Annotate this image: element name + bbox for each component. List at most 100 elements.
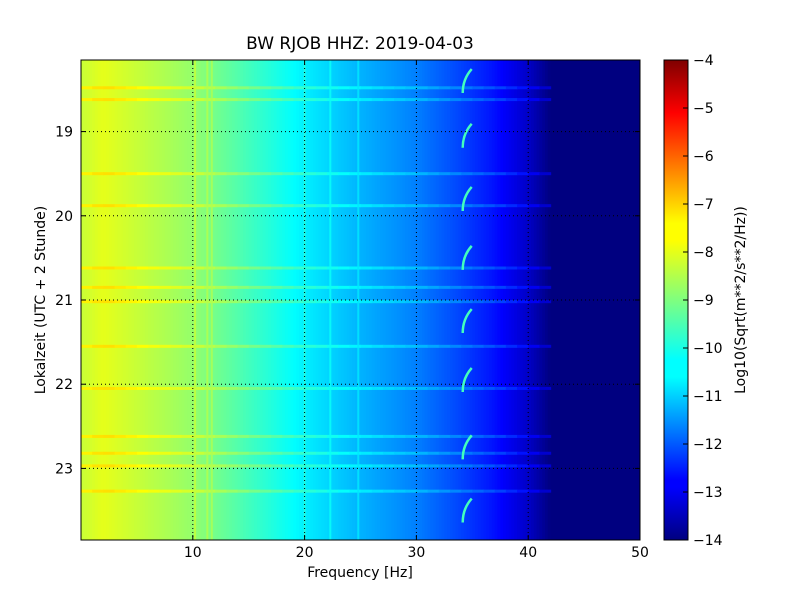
spectrogram-column [329,60,334,540]
spectrogram-band [170,98,183,102]
spectrogram-column [561,60,566,540]
spectrogram-band [349,86,362,90]
spectrogram-band [248,386,261,390]
spectrogram-band [103,172,116,176]
spectrogram-band [136,98,149,102]
spectrogram-band [159,386,172,390]
spectrogram-band [203,451,216,455]
spectrogram-band [349,98,362,102]
spectrogram-band [382,386,395,390]
spectrogram-band [148,86,160,90]
spectrogram-band [125,86,138,90]
spectrogram-band [539,300,552,304]
spectrogram-band [237,204,250,208]
spectrogram-band [215,451,227,455]
spectrogram-band [81,266,93,270]
spectrogram-bands [81,86,552,493]
spectrogram-band [192,489,205,493]
spectrogram-band [494,300,507,304]
spectrogram-band [528,300,540,304]
spectrogram-band [528,285,540,289]
spectrogram-column [125,60,130,540]
spectrogram-band [103,344,116,348]
spectrogram-band [461,300,473,304]
spectrogram-band [293,451,306,455]
spectrogram-band [338,344,350,348]
spectrogram-band [304,172,317,176]
spectrogram-column [338,60,342,540]
x-tick-label: 50 [631,545,649,561]
spectrogram-column [321,60,325,540]
spectrogram-column [550,60,554,540]
spectrogram-band [394,285,406,289]
spectrogram-column [164,60,169,540]
spectrogram-band [125,386,138,390]
spectrogram-band [148,300,160,304]
spectrogram-band [148,451,160,455]
spectrogram-band [449,451,462,455]
spectrogram-column [564,60,568,540]
y-tick-label: 20 [55,209,73,225]
spectrogram-band [136,300,149,304]
spectrogram-band [505,204,518,208]
spectrogram-band [371,98,384,102]
spectrogram-band [293,434,306,438]
spectrogram-band [528,266,540,270]
spectrogram-band [203,489,216,493]
spectrogram-band [438,204,451,208]
spectrogram-band [237,344,250,348]
spectrogram-band [81,172,93,176]
spectrogram-band [92,204,104,208]
spectrogram-band [293,266,306,270]
spectrogram-band [170,344,183,348]
spectrogram-band [338,285,350,289]
spectrogram-band [517,386,529,390]
spectrogram-band [192,300,205,304]
spectrogram-band [248,172,261,176]
spectrogram-band [315,489,328,493]
spectrogram-band [382,451,395,455]
spectrogram-band [483,451,496,455]
spectrogram-band [92,86,104,90]
spectrogram-band [159,434,172,438]
spectrogram-band [315,386,328,390]
spectrogram-column [469,60,473,540]
spectrogram-band [528,344,540,348]
spectrogram-column [332,60,336,540]
spectrogram-column [578,60,582,540]
spectrogram-band [349,285,362,289]
spectrogram-band [449,172,462,176]
spectrogram-columns [81,60,640,540]
spectrogram-band [371,386,384,390]
spectrogram-column [416,60,420,540]
spectrogram-band [81,489,93,493]
spectrogram-band [461,172,473,176]
spectrogram-band [81,86,93,90]
spectrogram-band [461,266,473,270]
spectrogram-band [92,98,104,102]
spectrogram-band [505,344,518,348]
spectrogram-band [159,98,172,102]
spectrogram-band [483,285,496,289]
spectrogram-band [438,489,451,493]
spectrogram-band [192,434,205,438]
spectrogram-band [505,98,518,102]
spectrogram-band [103,300,116,304]
spectrogram-band [483,386,496,390]
spectrogram-column [391,60,395,540]
spectrogram-band [259,86,272,90]
spectrogram-band [326,386,339,390]
spectrogram-band [215,204,227,208]
spectrogram-column [458,60,462,540]
spectrogram-band [405,386,417,390]
spectrogram-column [505,60,510,540]
spectrogram-band [192,98,205,102]
spectrogram-column [503,60,507,540]
spectrogram-column [290,60,295,540]
spectrogram-band [215,434,227,438]
spectrogram-column [153,60,158,540]
spectrogram-column [346,60,350,540]
spectrogram-band [192,344,205,348]
spectrogram-band [438,451,451,455]
spectrogram-band [517,285,529,289]
